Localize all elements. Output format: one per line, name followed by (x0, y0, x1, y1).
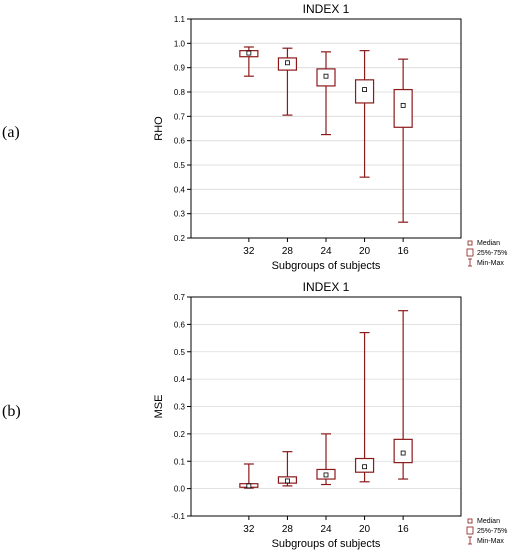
chart-1: 0.2 0.3 0.4 0.5 0.6 0.7 0.8 0.9 1.0 1.1 32 28 24 20 16… (153, 2, 507, 272)
x-tick-label: 16 (398, 524, 410, 535)
x-tick-label: 32 (243, 246, 255, 257)
y-tick-label: 1.1 (174, 15, 186, 24)
median-marker (246, 483, 252, 489)
y-tick-label: 0.5 (174, 348, 186, 357)
median-marker (285, 60, 290, 66)
legend-median-marker (467, 518, 473, 524)
legend-box-marker (466, 526, 474, 535)
legend-box-label: 25%-75% (477, 528, 507, 535)
iqr-box (393, 88, 413, 128)
y-axis-label: MSE (153, 395, 165, 419)
box-24 (316, 51, 336, 136)
y-tick-label: -0.1 (171, 512, 185, 521)
x-axis-label: Subgroups of subjects (272, 538, 381, 550)
panel-label-a: (a) (2, 124, 20, 141)
y-tick-label: 0.0 (174, 485, 186, 494)
legend-median-label: Median (477, 240, 500, 247)
y-tick-label: 0.6 (174, 320, 186, 329)
x-tick-label: 24 (320, 524, 332, 535)
x-tick-label: 28 (282, 246, 294, 257)
median-marker (246, 50, 252, 56)
median-marker (285, 478, 290, 484)
y-tick-label: 0.2 (174, 430, 186, 439)
legend-whisker-label: Min-Max (477, 538, 504, 545)
box-16 (393, 58, 413, 223)
legend-box-marker (466, 248, 474, 257)
y-tick-label: 0.8 (174, 88, 186, 97)
y-tick-label: 0.7 (174, 112, 186, 121)
y-axis-label: RHO (153, 116, 165, 141)
x-tick-label: 20 (359, 246, 371, 257)
legend-whisker-label: Min-Max (477, 260, 504, 267)
box-32 (239, 463, 259, 489)
panel-label-b: (b) (2, 403, 21, 420)
y-tick-label: 0.5 (174, 161, 186, 170)
median-marker (323, 472, 329, 478)
box-20 (354, 50, 375, 178)
box-28 (277, 47, 298, 116)
x-tick-label: 32 (243, 524, 255, 535)
y-tick-label: 0.4 (174, 185, 186, 194)
y-tick-label: 0.3 (174, 403, 186, 412)
x-tick-label: 28 (282, 524, 294, 535)
box-24 (316, 433, 336, 486)
y-tick-label: 0.9 (174, 64, 186, 73)
legend: Median 25%-75% Min-Max (466, 240, 507, 267)
box-16 (393, 310, 413, 480)
y-tick-label: 0.6 (174, 137, 186, 146)
legend-box-label: 25%-75% (477, 250, 507, 257)
x-axis-label: Subgroups of subjects (272, 260, 381, 272)
x-tick-label: 24 (320, 246, 332, 257)
legend-median-marker (467, 240, 473, 246)
median-marker (323, 73, 329, 79)
y-tick-label: 0.4 (174, 375, 186, 384)
chart-2: -0.1 0.0 0.1 0.2 0.3 0.4 0.5 0.6 0.7 32 28 24 20 16 IN… (153, 280, 507, 550)
chart-title: INDEX 1 (303, 2, 350, 16)
median-marker (362, 464, 367, 470)
box-28 (277, 451, 298, 487)
box-32 (239, 46, 259, 77)
legend-median-label: Median (477, 518, 500, 525)
median-marker (362, 87, 367, 92)
y-tick-label: 0.2 (174, 234, 186, 243)
x-tick-label: 20 (359, 524, 371, 535)
y-tick-label: 0.1 (174, 457, 186, 466)
y-tick-label: 0.3 (174, 210, 186, 219)
median-marker (400, 102, 406, 108)
x-tick-label: 16 (398, 246, 410, 257)
box-20 (354, 331, 375, 483)
y-tick-label: 0.7 (174, 293, 186, 302)
legend: Median 25%-75% Min-Max (466, 518, 507, 545)
chart-title: INDEX 1 (303, 280, 350, 294)
median-marker (400, 450, 406, 456)
y-tick-label: 1.0 (174, 39, 186, 48)
